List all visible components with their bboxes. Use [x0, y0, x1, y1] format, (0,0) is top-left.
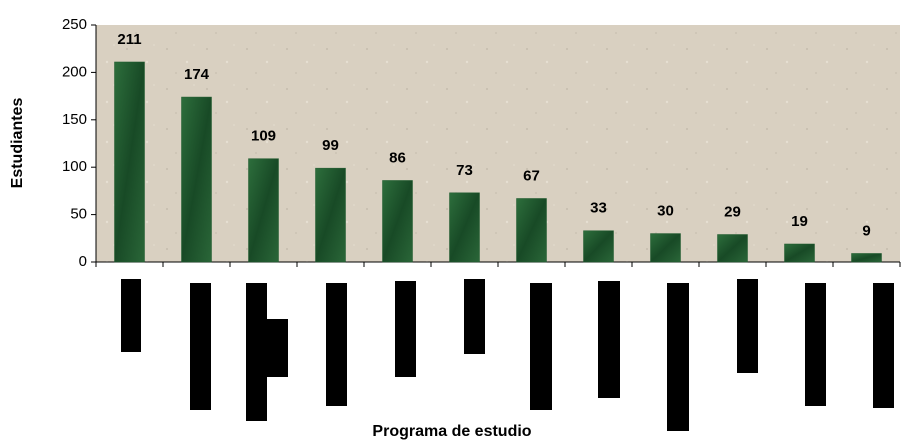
y-tick-label: 150 — [62, 111, 87, 128]
y-tick-label: 250 — [62, 16, 87, 33]
data-label: 109 — [251, 128, 276, 145]
x-axis-label: Programa de estudio — [372, 423, 531, 440]
bar — [114, 61, 145, 263]
plot-area — [96, 25, 900, 262]
bar — [181, 96, 212, 263]
data-label: 19 — [791, 213, 808, 230]
data-label: 33 — [590, 200, 607, 217]
redactions — [121, 279, 894, 431]
bar — [650, 233, 681, 263]
y-tick-label: 100 — [62, 158, 87, 175]
bar — [516, 198, 547, 263]
data-label: 99 — [322, 137, 339, 154]
y-tick-label: 50 — [70, 206, 87, 223]
bar — [851, 253, 882, 263]
data-label: 67 — [523, 167, 540, 184]
bar — [315, 167, 346, 263]
bar — [784, 243, 815, 263]
data-label: 86 — [389, 149, 406, 166]
data-label: 9 — [862, 222, 870, 239]
data-label: 211 — [117, 31, 141, 48]
data-label: 29 — [724, 203, 741, 220]
data-label: 30 — [657, 203, 674, 220]
y-tick-label: 200 — [62, 63, 87, 80]
y-tick-label: 0 — [79, 253, 87, 270]
bar — [248, 158, 279, 263]
bar — [717, 234, 748, 263]
y-axis-label: Estudiantes — [9, 98, 26, 189]
data-label: 174 — [184, 66, 210, 83]
bar — [382, 180, 413, 263]
bar — [449, 192, 480, 263]
data-label: 73 — [456, 162, 473, 179]
bar — [583, 230, 614, 263]
